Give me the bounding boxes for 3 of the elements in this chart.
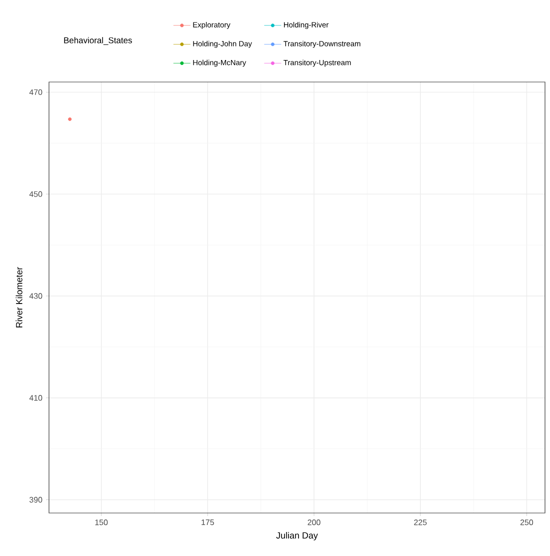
legend-title: Behavioral_States — [64, 37, 132, 45]
y-axis-title: River Kilometer — [16, 267, 22, 328]
x-axis-title: Julian Day — [276, 532, 318, 540]
